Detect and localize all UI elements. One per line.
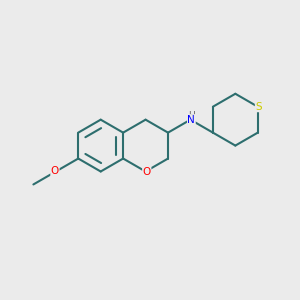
Text: O: O xyxy=(142,167,151,177)
Text: H: H xyxy=(188,111,195,120)
Text: S: S xyxy=(255,102,262,112)
Text: O: O xyxy=(51,166,59,176)
Text: N: N xyxy=(188,115,195,125)
